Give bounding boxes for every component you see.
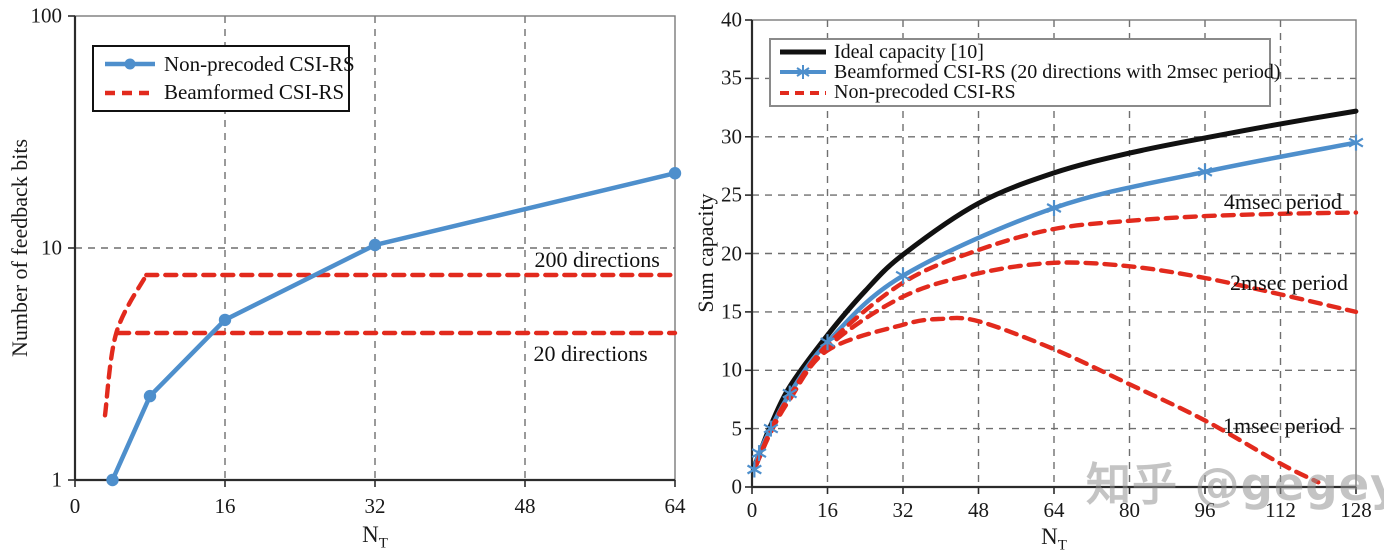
- y-tick-label: 100: [30, 3, 63, 28]
- x-tick-label: 64: [1043, 498, 1065, 522]
- red-dashed-swatch-icon: [105, 90, 155, 95]
- x-tick-label: 0: [69, 494, 81, 518]
- annotation-4msec-period: 4msec period: [1223, 189, 1342, 215]
- right-y-axis-title: Sum capacity: [693, 193, 718, 313]
- black-line-swatch-icon: [780, 49, 826, 55]
- y-tick-label: 30: [721, 124, 742, 149]
- right-x-axis-title-main: N: [1041, 524, 1058, 549]
- left-x-axis-title: NT: [362, 522, 388, 553]
- x-tick-label: 112: [1265, 498, 1296, 522]
- x-tick-label: 64: [664, 494, 686, 518]
- right-legend: Ideal capacity [10] Beamformed CSI-RS (2…: [769, 38, 1281, 107]
- y-tick-label: 0: [731, 474, 743, 499]
- legend-label: Non-precoded CSI-RS: [834, 81, 1016, 104]
- x-tick-label: 32: [364, 494, 386, 518]
- left-x-axis-title-sub: T: [378, 535, 388, 552]
- legend-label: Ideal capacity [10]: [834, 40, 984, 63]
- x-tick-label: 16: [817, 498, 838, 522]
- x-tick-label: 48: [514, 494, 536, 518]
- blue-line-circle-swatch-icon: [105, 58, 155, 70]
- right-x-axis-title-sub: T: [1057, 537, 1067, 554]
- annotation-1msec-period: 1msec period: [1222, 413, 1341, 439]
- legend-label: Beamformed CSI-RS (20 directions with 2m…: [834, 60, 1281, 83]
- y-tick-label: 10: [41, 235, 62, 260]
- legend-entry-non-precoded: Non-precoded CSI-RS: [104, 52, 355, 77]
- x-tick-label: 32: [892, 498, 914, 522]
- annotation-2msec-period: 2msec period: [1230, 269, 1348, 295]
- legend-entry-ideal-capacity: Ideal capacity [10]: [779, 40, 1269, 63]
- y-tick-label: 25: [721, 182, 742, 207]
- annotation-200-directions: 200 directions: [534, 246, 660, 272]
- legend-label: Beamformed CSI-RS: [164, 80, 345, 105]
- y-tick-label: 20: [721, 241, 742, 265]
- x-tick-label: 0: [746, 498, 758, 522]
- x-tick-label: 48: [968, 498, 989, 522]
- legend-label: Non-precoded CSI-RS: [164, 51, 355, 76]
- y-tick-label: 10: [721, 357, 742, 382]
- left-legend: Non-precoded CSI-RS Beamformed CSI-RS: [92, 45, 355, 112]
- left-y-axis-title: Number of feedback bits: [7, 138, 32, 358]
- blue-line-asterisk-swatch-icon: [780, 65, 826, 80]
- legend-entry-beamformed: Beamformed CSI-RS (20 directions with 2m…: [779, 61, 1281, 83]
- annotation-20-directions: 20 directions: [533, 340, 648, 366]
- y-tick-label: 5: [731, 416, 743, 441]
- x-tick-label: 16: [214, 494, 236, 518]
- x-tick-label: 80: [1119, 498, 1140, 522]
- red-dashed-swatch-icon: [780, 90, 826, 95]
- left-x-axis-title-main: N: [362, 522, 379, 547]
- legend-entry-beamformed: Beamformed CSI-RS: [104, 80, 348, 105]
- x-tick-label: 96: [1194, 498, 1216, 522]
- y-tick-label: 15: [721, 299, 742, 324]
- watermark: 知乎 @gegey: [1086, 458, 1384, 511]
- y-tick-label: 40: [721, 7, 742, 32]
- y-tick-label: 35: [721, 65, 742, 90]
- x-tick-label: 128: [1340, 498, 1372, 522]
- y-tick-label: 1: [51, 467, 63, 492]
- right-x-axis-title: NT: [1041, 524, 1067, 555]
- legend-entry-non-precoded: Non-precoded CSI-RS: [779, 81, 1269, 104]
